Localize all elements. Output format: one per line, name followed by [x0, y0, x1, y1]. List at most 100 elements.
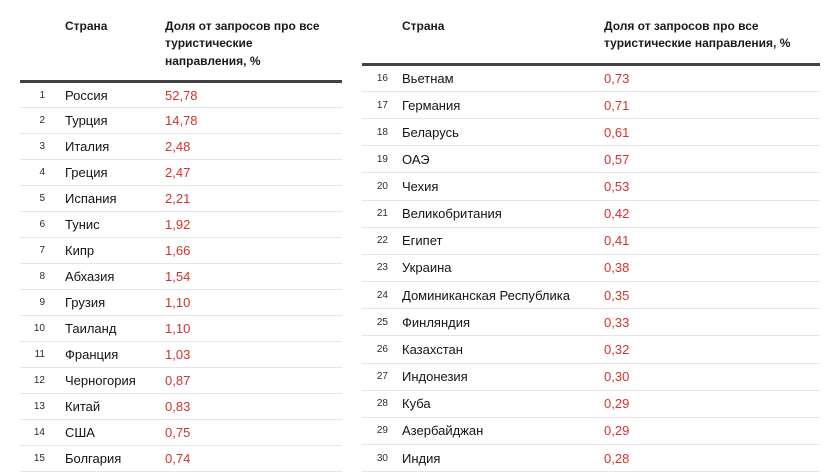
country-name: Китай	[65, 393, 165, 421]
share-value: 14,78	[165, 107, 342, 135]
table-row: 26 Казахстан 0,32	[362, 335, 820, 364]
share-value: 0,33	[604, 308, 820, 337]
row-rank: 29	[362, 417, 402, 445]
country-name: Турция	[65, 107, 165, 135]
row-rank: 17	[362, 91, 402, 120]
table-row: 11 Франция 1,03	[20, 341, 342, 369]
country-name: Италия	[65, 133, 165, 161]
table-row: 12 Черногория 0,87	[20, 367, 342, 395]
row-rank: 18	[362, 118, 402, 147]
share-value: 0,38	[604, 254, 820, 283]
country-name: Грузия	[65, 289, 165, 317]
country-name: Греция	[65, 159, 165, 187]
table-row: 10 Таиланд 1,10	[20, 315, 342, 343]
country-name: Казахстан	[402, 335, 604, 364]
country-name: Индонезия	[402, 363, 604, 391]
countries-table-left: Страна Доля от запросов про все туристич…	[20, 8, 342, 472]
country-name: Великобритания	[402, 200, 604, 228]
table-row: 15 Болгария 0,74	[20, 445, 342, 472]
country-name: Черногория	[65, 367, 165, 395]
row-rank: 4	[20, 159, 65, 187]
share-value: 2,47	[165, 159, 342, 187]
table-row: 6 Тунис 1,92	[20, 211, 342, 239]
row-rank: 21	[362, 200, 402, 228]
row-rank: 27	[362, 363, 402, 391]
share-value: 2,48	[165, 133, 342, 161]
row-rank: 10	[20, 315, 65, 343]
share-value: 0,28	[604, 444, 820, 472]
table-row: 20 Чехия 0,53	[362, 172, 820, 201]
table-row: 19 ОАЭ 0,57	[362, 145, 820, 174]
share-value: 1,92	[165, 211, 342, 239]
row-rank: 6	[20, 211, 65, 239]
table-row: 5 Испания 2,21	[20, 185, 342, 213]
country-name: Вьетнам	[402, 64, 604, 92]
share-value: 0,74	[165, 445, 342, 472]
table-row: 25 Финляндия 0,33	[362, 308, 820, 337]
table-row: 27 Индонезия 0,30	[362, 363, 820, 391]
country-name: Кипр	[65, 237, 165, 265]
row-rank: 1	[20, 81, 65, 109]
share-value: 0,83	[165, 393, 342, 421]
row-rank: 15	[20, 445, 65, 472]
row-rank: 3	[20, 133, 65, 161]
share-value: 0,42	[604, 200, 820, 228]
table-row: 23 Украина 0,38	[362, 254, 820, 283]
country-name: США	[65, 419, 165, 447]
share-value: 0,29	[604, 390, 820, 418]
share-value: 0,57	[604, 145, 820, 174]
table-row: 14 США 0,75	[20, 419, 342, 447]
header-row: Страна Доля от запросов про все туристич…	[20, 8, 342, 84]
table-body-right: 16 Вьетнам 0,73 17 Германия 0,71 18 Беларусь 0,6…	[362, 64, 820, 472]
row-rank: 20	[362, 172, 402, 201]
share-value: 0,71	[604, 91, 820, 120]
row-rank: 28	[362, 390, 402, 418]
table-body-left: 1 Россия 52,78 2 Турция 14,78 3 Италия 2,48 4 Грец…	[20, 81, 342, 472]
share-value: 1,10	[165, 315, 342, 343]
table-row: 2 Турция 14,78	[20, 107, 342, 135]
table-row: 1 Россия 52,78	[20, 81, 342, 109]
share-value: 1,66	[165, 237, 342, 265]
row-rank: 5	[20, 185, 65, 213]
share-value: 0,73	[604, 64, 820, 92]
country-name: Таиланд	[65, 315, 165, 343]
table-row: 30 Индия 0,28	[362, 444, 820, 472]
table-row: 4 Греция 2,47	[20, 159, 342, 187]
table-row: 8 Абхазия 1,54	[20, 263, 342, 291]
share-value: 0,35	[604, 281, 820, 310]
table-row: 18 Беларусь 0,61	[362, 118, 820, 147]
share-value: 0,87	[165, 367, 342, 395]
row-rank: 19	[362, 145, 402, 174]
country-name: Финляндия	[402, 308, 604, 337]
country-name: Украина	[402, 254, 604, 283]
table-row: 16 Вьетнам 0,73	[362, 64, 820, 92]
country-name: Франция	[65, 341, 165, 369]
share-value: 52,78	[165, 81, 342, 109]
share-value: 1,10	[165, 289, 342, 317]
row-rank: 12	[20, 367, 65, 395]
row-rank: 2	[20, 107, 65, 135]
row-rank: 9	[20, 289, 65, 317]
table-row: 28 Куба 0,29	[362, 390, 820, 418]
country-name: Египет	[402, 227, 604, 255]
country-name: Испания	[65, 185, 165, 213]
table-row: 3 Италия 2,48	[20, 133, 342, 161]
share-value: 0,61	[604, 118, 820, 147]
country-name: Азербайджан	[402, 417, 604, 445]
country-name: Тунис	[65, 211, 165, 239]
countries-table-right: Страна Доля от запросов про все туристич…	[362, 8, 820, 472]
header-row: Страна Доля от запросов про все туристич…	[362, 8, 820, 66]
table-row: 13 Китай 0,83	[20, 393, 342, 421]
table-row: 9 Грузия 1,10	[20, 289, 342, 317]
share-value: 0,53	[604, 172, 820, 201]
table-row: 24 Доминиканская Республика 0,35	[362, 281, 820, 310]
country-name: Доминиканская Республика	[402, 281, 604, 310]
column-header-country: Страна	[65, 8, 165, 84]
row-rank: 16	[362, 64, 402, 92]
row-rank: 14	[20, 419, 65, 447]
country-name: Россия	[65, 81, 165, 109]
table-row: 22 Египет 0,41	[362, 227, 820, 255]
row-rank: 24	[362, 281, 402, 310]
column-header-rank	[362, 8, 402, 66]
